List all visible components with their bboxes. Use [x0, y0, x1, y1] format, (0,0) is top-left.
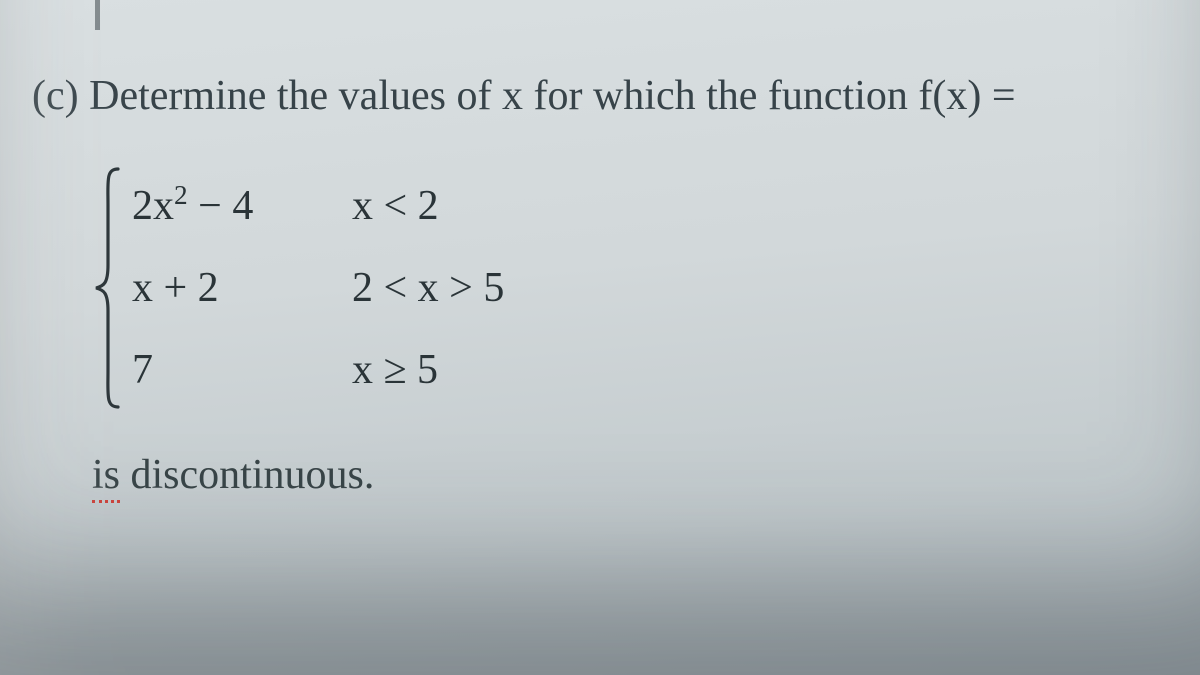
piecewise-definition: 2x2 − 4 x < 2 x + 2 2 < x > 5 7 x ≥ 5 — [92, 165, 1168, 411]
case-condition: x < 2 — [352, 165, 504, 247]
question-block: (c) Determine the values of x for which … — [32, 70, 1168, 499]
case-expression: x + 2 — [132, 247, 352, 329]
underlined-word: is — [92, 452, 120, 503]
case-expression: 2x2 − 4 — [132, 165, 352, 247]
left-brace-icon — [92, 165, 122, 411]
question-prompt: (c) Determine the values of x for which … — [32, 70, 1168, 123]
piecewise-cases: 2x2 − 4 x < 2 x + 2 2 < x > 5 7 x ≥ 5 — [132, 165, 1168, 411]
part-label: (c) — [32, 73, 79, 119]
case-row: 2x2 − 4 x < 2 — [132, 165, 504, 247]
case-condition: 2 < x > 5 — [352, 247, 504, 329]
closing-rest: discontinuous. — [120, 452, 374, 498]
top-ruler-tick — [95, 0, 100, 30]
prompt-text: Determine the values of x for which the … — [89, 73, 1015, 119]
case-row: 7 x ≥ 5 — [132, 329, 504, 411]
case-condition: x ≥ 5 — [352, 329, 504, 411]
cases-table: 2x2 − 4 x < 2 x + 2 2 < x > 5 7 x ≥ 5 — [132, 165, 504, 411]
closing-line: is discontinuous. — [92, 451, 1168, 499]
case-row: x + 2 2 < x > 5 — [132, 247, 504, 329]
case-expression: 7 — [132, 329, 352, 411]
